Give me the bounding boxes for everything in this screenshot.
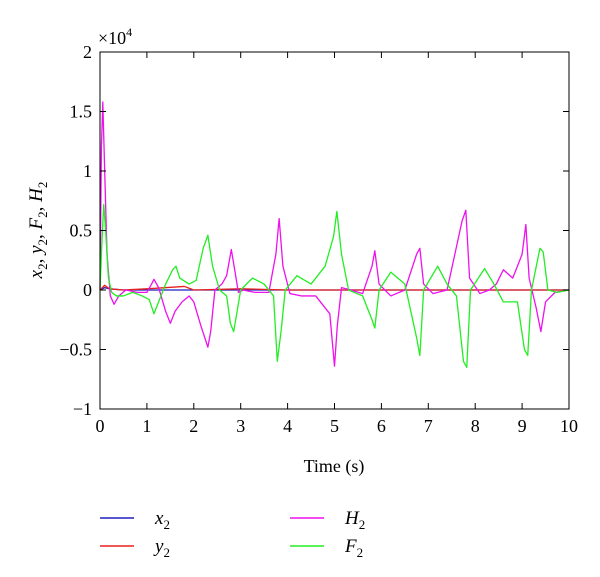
- y-label-sep: ,: [26, 254, 47, 264]
- x-tick-label: 2: [189, 416, 198, 436]
- y-tick-label: 1.5: [70, 102, 93, 122]
- legend: x2 y2 H2 F2: [100, 508, 365, 560]
- x-tick-label: 9: [518, 416, 527, 436]
- y-label-sep: ,: [26, 202, 47, 212]
- legend-label-f2: F2: [344, 536, 363, 560]
- x-tick-label: 7: [424, 416, 433, 436]
- y-label-sep: ,: [26, 229, 47, 239]
- y-label-sub: 2: [35, 211, 50, 218]
- y-scale-exponent: 4: [126, 25, 132, 39]
- y-tick-label: 2: [83, 42, 92, 62]
- legend-label-x2: x2: [154, 508, 170, 532]
- x-tick-label: 10: [560, 416, 578, 436]
- x-tick-label: 3: [236, 416, 245, 436]
- x-axis-label: Time (s): [304, 456, 365, 477]
- legend-label-y2: y2: [153, 536, 170, 560]
- x-tick-label: 5: [330, 416, 339, 436]
- y-axis-label: x2, y2, F2, H2: [26, 182, 50, 280]
- y-tick-label: 0.5: [70, 221, 93, 241]
- x-tick-label: 8: [471, 416, 480, 436]
- series-line-f2: [99, 203, 570, 369]
- y-tick-label: 0: [83, 280, 92, 300]
- legend-label-h2: H2: [344, 508, 365, 532]
- y-label-var: F: [26, 217, 47, 230]
- y-tick-label: 1: [83, 161, 92, 181]
- x-tick-label: 4: [283, 416, 292, 436]
- y-label-sub: 2: [35, 239, 50, 246]
- x-tick-label: 1: [142, 416, 151, 436]
- y-tick-label: −0.5: [59, 340, 92, 360]
- y-scale-factor: ×104: [98, 25, 132, 48]
- series-line-h2: [99, 101, 570, 367]
- x-axis: 0 1 2 3 4 5 6 7 8 9 10: [96, 52, 578, 436]
- x-tick-label: 0: [96, 416, 105, 436]
- y-label-var: H: [26, 187, 47, 203]
- y-axis: −1 −0.5 0 0.5 1 1.5 2: [59, 42, 569, 419]
- series-layer: [99, 101, 570, 369]
- y-label-var: y: [26, 245, 47, 256]
- x-tick-label: 6: [377, 416, 386, 436]
- y-label-var: x: [26, 269, 47, 279]
- y-label-sub: 2: [35, 182, 50, 189]
- y-tick-label: −1: [73, 399, 92, 419]
- y-label-sub: 2: [35, 263, 50, 270]
